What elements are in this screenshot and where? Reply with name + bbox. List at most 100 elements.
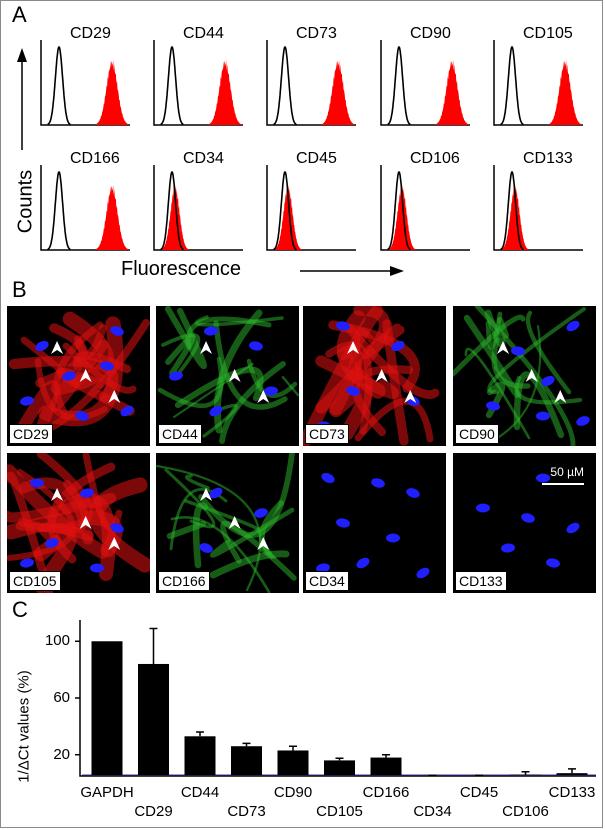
cell-stain (34, 357, 109, 421)
micrograph-cd105: CD105 (7, 453, 150, 593)
micrograph-label-cd105: CD105 (9, 571, 61, 591)
bar-chart (75, 620, 596, 777)
arrowhead-icon (51, 488, 64, 501)
arrowhead-icon (228, 369, 241, 382)
cell-stain (164, 468, 216, 529)
histogram-label-cd29: CD29 (70, 25, 111, 42)
cell-stain (213, 320, 288, 410)
cell-stain (161, 333, 201, 377)
y-tick-label: 60 (53, 689, 70, 706)
cell-stain (258, 500, 284, 556)
y-tick-label: 100 (44, 632, 70, 650)
cell-stain (166, 520, 207, 540)
x-category-label-gapdh: GAPDH (80, 784, 134, 801)
cell-stain (165, 334, 196, 376)
bar-cd29 (138, 663, 169, 775)
nucleus (356, 557, 370, 569)
nucleus (120, 405, 134, 417)
nucleus (75, 411, 89, 421)
histogram-cd90 (380, 40, 470, 126)
histogram-cd105 (493, 40, 583, 126)
arrowhead-icon (200, 488, 213, 501)
nucleus (501, 543, 515, 553)
x-category-label-cd34: CD34 (413, 803, 452, 820)
x-category-label-cd73: CD73 (227, 803, 266, 820)
cell-stain (170, 516, 271, 593)
micrograph-cd44: CD44 (156, 306, 299, 446)
arrowhead-icon (525, 369, 538, 382)
nucleus (346, 386, 360, 396)
arrowhead-icon (257, 390, 270, 403)
nucleus (20, 396, 34, 406)
histogram-cd34 (153, 165, 243, 251)
micrograph-label-cd34: CD34 (305, 571, 349, 591)
fluorescence-label: Fluorescence (121, 258, 242, 280)
cell-stain (464, 347, 531, 440)
panel-a-letter: A (12, 2, 27, 27)
histogram-label-cd73: CD73 (296, 25, 337, 42)
stained-histogram (208, 59, 242, 125)
micrograph-label-cd44: CD44 (158, 424, 202, 444)
nucleus (35, 340, 49, 352)
histogram-label-cd166: CD166 (70, 150, 120, 167)
nucleus (199, 543, 213, 553)
histogram-axes (153, 165, 243, 251)
histogram-cd166 (40, 165, 130, 251)
stained-histogram (274, 184, 302, 250)
nucleus (336, 321, 350, 331)
cell-stain (382, 319, 409, 446)
stained-histogram (388, 184, 416, 250)
histogram-cd106 (380, 165, 470, 251)
y-tick-label: 20 (53, 745, 70, 763)
bar-cd105 (324, 760, 355, 775)
arrowhead-icon (347, 341, 360, 354)
bar-cd90 (277, 750, 309, 775)
isotype-histogram (273, 45, 297, 125)
stained-histogram (435, 59, 469, 125)
error-bar-cd90 (289, 745, 297, 751)
arrowhead-icon (554, 390, 567, 403)
bar-cd133 (556, 773, 588, 775)
arrowhead-icon (200, 341, 213, 354)
nucleus (80, 488, 94, 498)
bar-cd44 (184, 736, 216, 775)
micrograph-cd34: CD34 (303, 453, 446, 593)
nucleus (391, 340, 405, 352)
isotype-histogram (500, 45, 524, 125)
arrowhead-icon (497, 341, 510, 354)
bar-gapdh (91, 641, 123, 775)
nucleus (336, 518, 350, 528)
micrograph-cd29: CD29 (7, 306, 150, 446)
nucleus (90, 563, 104, 573)
x-category-label-cd105: CD105 (316, 803, 363, 820)
histogram-label-cd106: CD106 (410, 150, 460, 167)
isotype-histogram (160, 45, 184, 125)
cell-stain (494, 324, 542, 441)
nucleus (486, 401, 500, 411)
arrowhead-icon (79, 516, 92, 529)
x-category-label-cd133: CD133 (548, 784, 596, 801)
scale-bar-label: 50 µM (550, 465, 584, 479)
histogram-label-cd105: CD105 (523, 25, 573, 42)
histogram-label-cd34: CD34 (183, 150, 224, 167)
error-bar-cd106 (521, 770, 530, 775)
micrograph-label-cd29: CD29 (9, 424, 53, 444)
x-category-label-cd166: CD166 (362, 784, 410, 801)
nucleus (100, 361, 114, 371)
counts-arrowhead (17, 48, 27, 62)
chart-axes (79, 620, 596, 777)
isotype-histogram (500, 170, 524, 250)
nucleus (541, 375, 555, 387)
nucleus (566, 320, 580, 332)
error-bar-cd166 (382, 753, 390, 758)
micrograph-cd166: CD166 (156, 453, 299, 593)
error-bar-cd73 (242, 742, 251, 747)
isotype-histogram (47, 45, 71, 125)
nucleus (576, 416, 590, 426)
arrowhead-icon (108, 390, 121, 403)
cell-stain (209, 550, 290, 579)
bar-cd73 (231, 746, 262, 775)
cell-stain (344, 323, 440, 399)
error-bar-cd34 (428, 774, 437, 777)
